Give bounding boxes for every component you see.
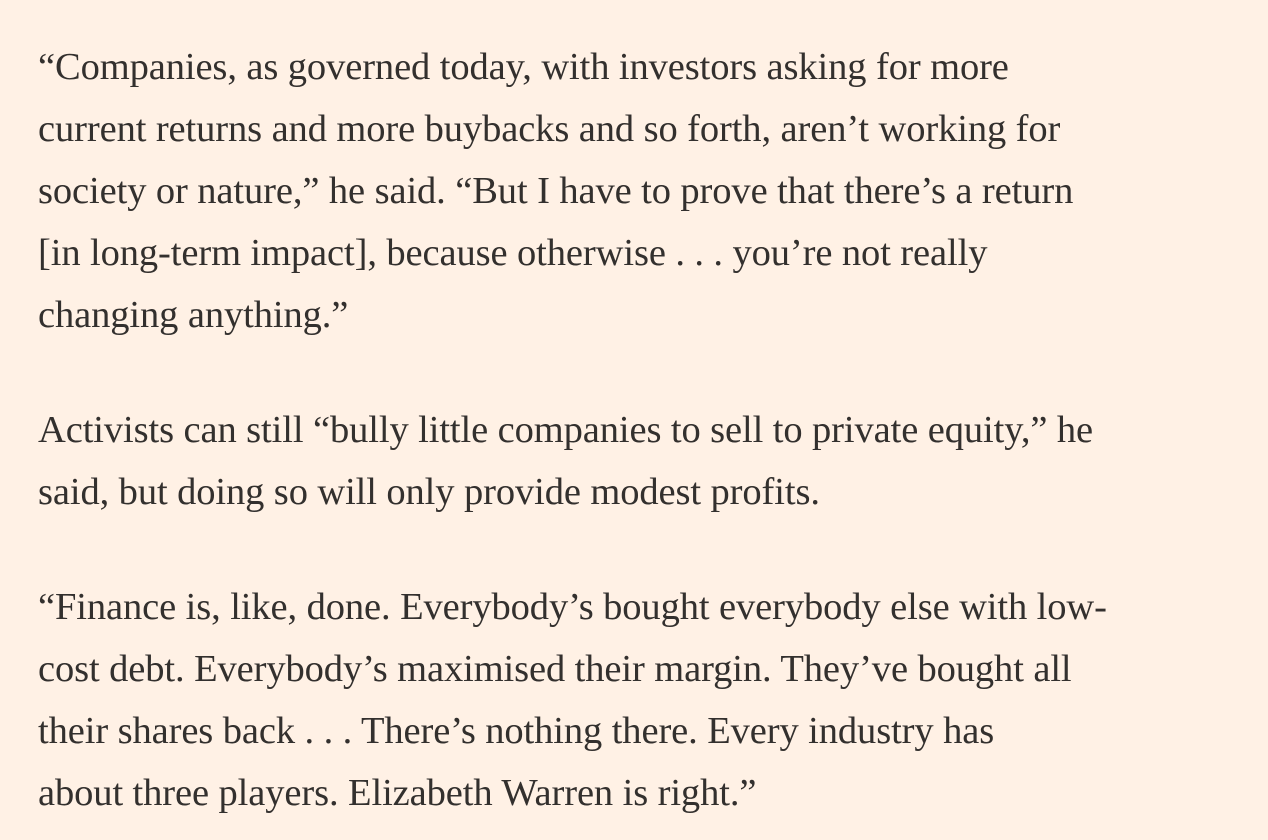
text-line: society or nature,” he said. “But I have… [38, 170, 1074, 212]
text-line: current returns and more buybacks and so… [38, 108, 1061, 150]
text-line: cost debt. Everybody’s maximised their m… [38, 648, 1072, 690]
text-line: changing anything.” [38, 294, 349, 336]
text-line: “Finance is, like, done. Everybody’s bou… [38, 586, 1107, 628]
text-line: Activists can still “bully little compan… [38, 409, 1094, 451]
text-line: [in long-term impact], because otherwise… [38, 232, 988, 274]
text-line: “Companies, as governed today, with inve… [38, 46, 1009, 88]
text-line: said, but doing so will only provide mod… [38, 471, 820, 513]
article-body: “Companies, as governed today, with inve… [38, 36, 1230, 824]
text-line: their shares back . . . There’s nothing … [38, 710, 995, 752]
text-line: about three players. Elizabeth Warren is… [38, 772, 757, 814]
paragraph-activists: Activists can still “bully little compan… [38, 399, 1230, 523]
paragraph-quote-finance: “Finance is, like, done. Everybody’s bou… [38, 576, 1230, 824]
paragraph-quote-companies: “Companies, as governed today, with inve… [38, 36, 1230, 346]
